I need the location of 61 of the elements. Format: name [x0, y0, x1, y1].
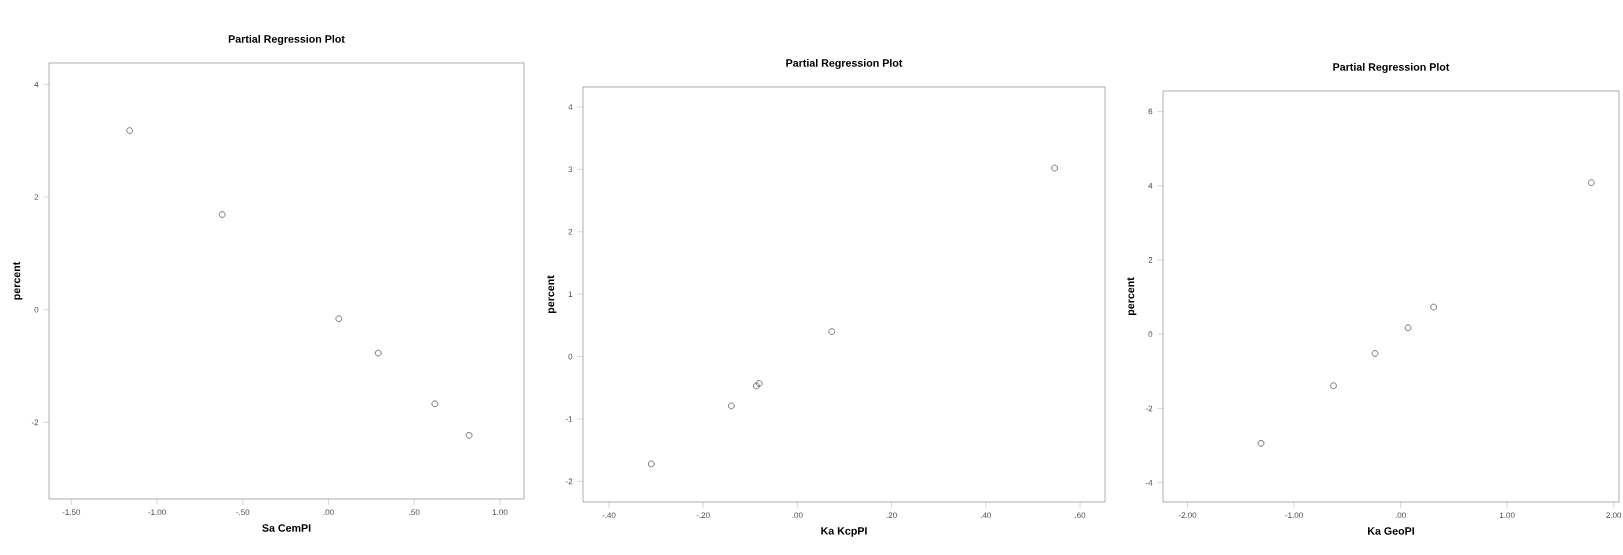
point — [755, 380, 763, 387]
y-tick-label: -2 — [565, 478, 573, 485]
y-axis-title: percent — [1127, 277, 1137, 316]
y-tick-label: 2 — [34, 194, 39, 200]
point — [1404, 324, 1412, 332]
x-tick-label: -1.50 — [62, 509, 81, 516]
y-tick-label: 0 — [34, 306, 39, 313]
x-tick-label: -2.00 — [1178, 512, 1197, 519]
point — [828, 328, 836, 335]
x-tick-label: .40 — [980, 512, 992, 519]
point — [1430, 303, 1437, 311]
y-tick-label: 6 — [1148, 108, 1153, 115]
point — [1051, 164, 1058, 172]
x-axis-title: Ka GeoPI — [1368, 527, 1415, 535]
y-tick-label: 2 — [568, 228, 573, 235]
x-tick-label: -1.00 — [1285, 512, 1303, 519]
chart-title: Partial Regression Plot — [786, 58, 903, 69]
point — [1257, 439, 1265, 447]
y-tick-label: 4 — [1148, 182, 1153, 189]
point — [374, 349, 382, 357]
point — [218, 211, 226, 218]
x-axis-title: Ka KcpPI — [821, 527, 867, 537]
point — [335, 315, 343, 323]
x-tick-label: 2.00 — [1606, 512, 1622, 519]
y-tick-label: 0 — [568, 353, 573, 360]
y-tick-label: 4 — [568, 104, 573, 110]
point — [126, 127, 133, 134]
x-axis-title: Sa CemPI — [262, 524, 311, 532]
chart-title: Partial Regression Plot — [1333, 62, 1450, 73]
y-tick-label: -2 — [31, 419, 39, 426]
x-tick-label: .60 — [1075, 512, 1086, 519]
point — [1330, 382, 1337, 390]
y-tick-label: -1 — [565, 416, 573, 422]
x-tick-label: .00 — [792, 512, 803, 519]
x-tick-label: -.40 — [602, 512, 616, 519]
point — [753, 382, 760, 390]
point — [728, 402, 735, 410]
y-tick-label: -4 — [1145, 479, 1153, 486]
y-tick-label: 4 — [34, 81, 39, 88]
y-tick-label: 1 — [568, 291, 573, 297]
y-tick-label: -2 — [1145, 405, 1153, 412]
x-tick-label: 1.00 — [492, 509, 508, 516]
y-tick-label: 2 — [1148, 257, 1153, 263]
point — [1371, 350, 1379, 357]
x-tick-label: -.50 — [236, 509, 250, 516]
x-tick-label: 1.00 — [1499, 512, 1515, 519]
point — [647, 460, 655, 468]
y-axis-title: percent — [13, 261, 23, 300]
point — [1587, 179, 1595, 187]
x-tick-label: .20 — [886, 512, 897, 519]
x-tick-label: .00 — [323, 509, 334, 516]
x-tick-label: -1.00 — [148, 509, 166, 516]
point — [431, 400, 439, 408]
chart-title: Partial Regression Plot — [228, 34, 345, 45]
y-tick-label: 0 — [1148, 331, 1153, 338]
y-tick-label: 3 — [568, 166, 573, 173]
x-tick-label: .50 — [409, 509, 420, 516]
point — [465, 431, 473, 439]
x-tick-label: -.20 — [696, 512, 710, 519]
y-axis-title: percent — [547, 275, 557, 314]
x-tick-label: .00 — [1395, 512, 1406, 519]
